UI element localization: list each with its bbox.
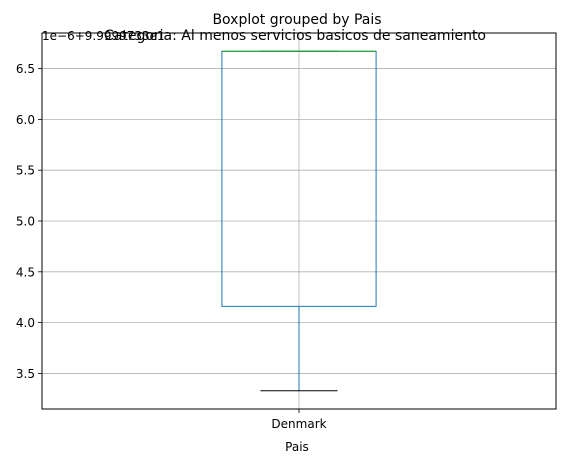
axis-ticks: 3.5 4.0 4.5 5.0 5.5 6.0 6.5 Denmark [16, 62, 327, 431]
x-tick-label: Denmark [271, 417, 326, 431]
y-tick-label: 4.0 [16, 316, 35, 330]
y-tick-label: 5.5 [16, 164, 35, 178]
y-tick-label: 6.0 [16, 113, 35, 127]
y-tick-label: 6.5 [16, 62, 35, 76]
box-denmark [221, 50, 377, 392]
y-tick-label: 3.5 [16, 367, 35, 381]
x-axis-label: Pais [285, 440, 309, 454]
box-elements [221, 50, 377, 392]
chart-suptitle: Boxplot grouped by Pais [212, 12, 381, 28]
chart-title: Categoria: Al menos servicios basicos de… [104, 28, 486, 44]
y-tick-label: 4.5 [16, 265, 35, 279]
grid-lines [42, 33, 556, 409]
y-tick-label: 5.0 [16, 215, 35, 229]
y-axis-offset-label: 1e−6+9.9999733e1 [42, 29, 165, 43]
